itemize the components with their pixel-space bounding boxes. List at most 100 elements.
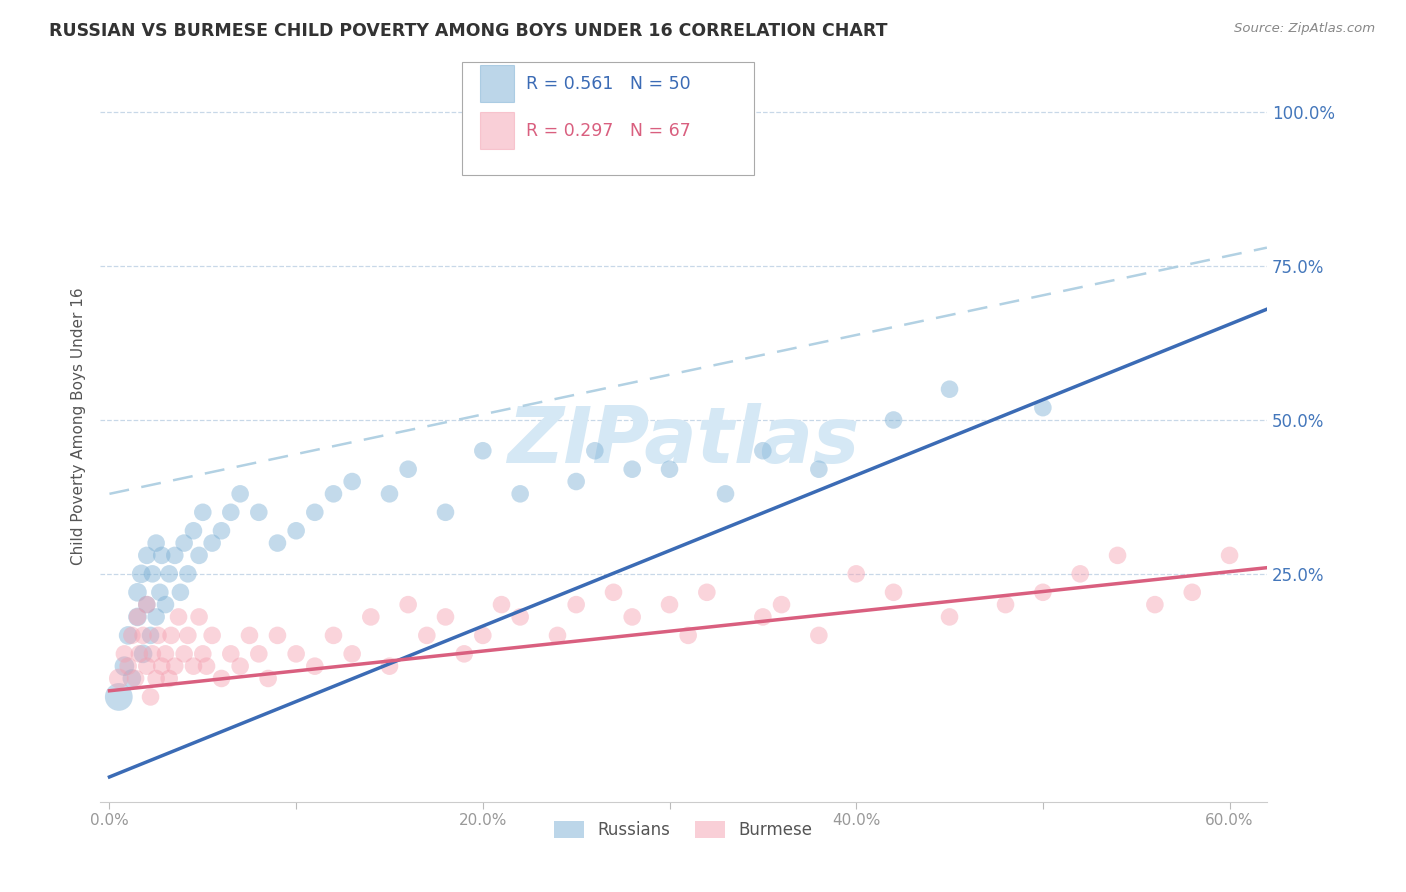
Text: ZIPatlas: ZIPatlas	[508, 403, 859, 479]
FancyBboxPatch shape	[481, 65, 515, 103]
Point	[150, 549, 173, 563]
Point	[155, 598, 177, 612]
Point	[547, 628, 569, 642]
Point	[112, 659, 135, 673]
Point	[132, 628, 155, 642]
Point	[266, 536, 288, 550]
Point	[191, 647, 214, 661]
Point	[183, 659, 205, 673]
Point	[696, 585, 718, 599]
Point	[621, 610, 644, 624]
Point	[658, 598, 681, 612]
Point	[453, 647, 475, 661]
Point	[191, 505, 214, 519]
Point	[177, 628, 200, 642]
Point	[396, 598, 419, 612]
Point	[378, 487, 401, 501]
Point	[201, 536, 224, 550]
Point	[150, 659, 173, 673]
Point	[322, 487, 344, 501]
Point	[229, 659, 252, 673]
Point	[121, 672, 143, 686]
Point	[491, 598, 513, 612]
Point	[471, 628, 494, 642]
Point	[211, 524, 233, 538]
Point	[1032, 401, 1054, 415]
Point	[938, 382, 960, 396]
Point	[135, 659, 157, 673]
Point	[304, 505, 326, 519]
Point	[211, 672, 233, 686]
Point	[1143, 598, 1166, 612]
Point	[883, 585, 905, 599]
Point	[145, 610, 167, 624]
Point	[938, 610, 960, 624]
Point	[173, 536, 195, 550]
Point	[107, 672, 129, 686]
Point	[285, 524, 308, 538]
Point	[565, 598, 588, 612]
Point	[127, 610, 149, 624]
Point	[107, 690, 129, 704]
Point	[163, 549, 186, 563]
Point	[183, 524, 205, 538]
Point	[173, 647, 195, 661]
Point	[752, 610, 775, 624]
Point	[128, 647, 150, 661]
Point	[1107, 549, 1129, 563]
Point	[1219, 549, 1241, 563]
Point	[219, 505, 242, 519]
Point	[238, 628, 260, 642]
Point	[132, 647, 155, 661]
Text: R = 0.297   N = 67: R = 0.297 N = 67	[526, 121, 690, 140]
Point	[340, 475, 363, 489]
Point	[188, 549, 211, 563]
Point	[378, 659, 401, 673]
Point	[135, 598, 157, 612]
Point	[565, 475, 588, 489]
Point	[167, 610, 190, 624]
Point	[157, 566, 180, 581]
FancyBboxPatch shape	[461, 62, 754, 175]
FancyBboxPatch shape	[481, 112, 515, 149]
Point	[117, 628, 139, 642]
Point	[135, 549, 157, 563]
Point	[304, 659, 326, 673]
Point	[163, 659, 186, 673]
Point	[145, 672, 167, 686]
Point	[127, 610, 149, 624]
Point	[157, 672, 180, 686]
Point	[752, 443, 775, 458]
Point	[195, 659, 218, 673]
Point	[149, 585, 172, 599]
Point	[471, 443, 494, 458]
Point	[770, 598, 793, 612]
Point	[621, 462, 644, 476]
Point	[117, 659, 139, 673]
Point	[807, 628, 830, 642]
Point	[188, 610, 211, 624]
Point	[229, 487, 252, 501]
Point	[676, 628, 699, 642]
Point	[139, 690, 162, 704]
Point	[141, 647, 163, 661]
Point	[434, 610, 457, 624]
Point	[883, 413, 905, 427]
Point	[201, 628, 224, 642]
Point	[139, 628, 162, 642]
Point	[360, 610, 382, 624]
Point	[121, 628, 143, 642]
Point	[169, 585, 191, 599]
Point	[177, 566, 200, 581]
Point	[845, 566, 868, 581]
Point	[714, 487, 737, 501]
Point	[155, 647, 177, 661]
Legend: Russians, Burmese: Russians, Burmese	[547, 814, 820, 846]
Point	[141, 566, 163, 581]
Point	[112, 647, 135, 661]
Point	[1032, 585, 1054, 599]
Text: RUSSIAN VS BURMESE CHILD POVERTY AMONG BOYS UNDER 16 CORRELATION CHART: RUSSIAN VS BURMESE CHILD POVERTY AMONG B…	[49, 22, 887, 40]
Point	[219, 647, 242, 661]
Point	[583, 443, 606, 458]
Point	[994, 598, 1017, 612]
